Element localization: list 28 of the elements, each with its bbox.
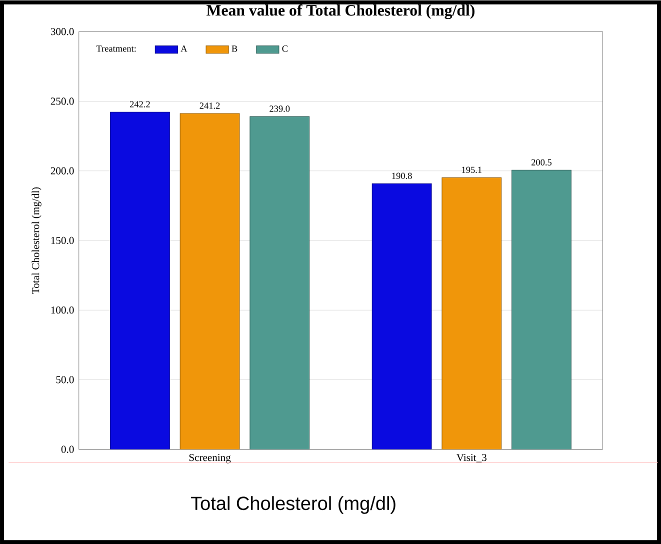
bar: [180, 113, 240, 450]
data-label: 242.2: [130, 101, 150, 108]
data-label: 190.8: [392, 172, 412, 179]
legend-title: Treatment:: [96, 46, 136, 52]
data-label: 241.2: [200, 102, 220, 109]
chart-title: Mean value of Total Cholesterol (mg/dl): [206, 4, 474, 20]
y-tick-label: 200.0: [50, 167, 74, 174]
data-label: 200.5: [531, 159, 552, 166]
y-tick-label: 0.0: [61, 446, 74, 453]
y-tick-label: 250.0: [50, 98, 74, 105]
y-tick-label: 300.0: [50, 28, 74, 36]
legend-label: B: [232, 46, 238, 52]
bar: [442, 177, 502, 450]
x-tick-label: Screening: [189, 454, 231, 464]
x-tick-label: Visit_3: [456, 454, 486, 462]
legend-label: C: [282, 46, 288, 52]
bar: [250, 116, 310, 450]
text: Total Cholesterol (mg/dl): [190, 496, 396, 514]
bar: [512, 170, 572, 450]
data-label: 239.0: [270, 106, 290, 112]
legend-label: A: [180, 46, 188, 52]
data-label: 195.1: [462, 166, 482, 173]
y-tick-label: 50.0: [56, 376, 74, 384]
y-axis-title: Total Cholesterol (mg/dl): [32, 187, 42, 294]
bar: [110, 112, 170, 450]
y-tick-label: 100.0: [51, 306, 74, 314]
y-tick-label: 150.0: [51, 236, 74, 244]
bar: [372, 183, 432, 450]
